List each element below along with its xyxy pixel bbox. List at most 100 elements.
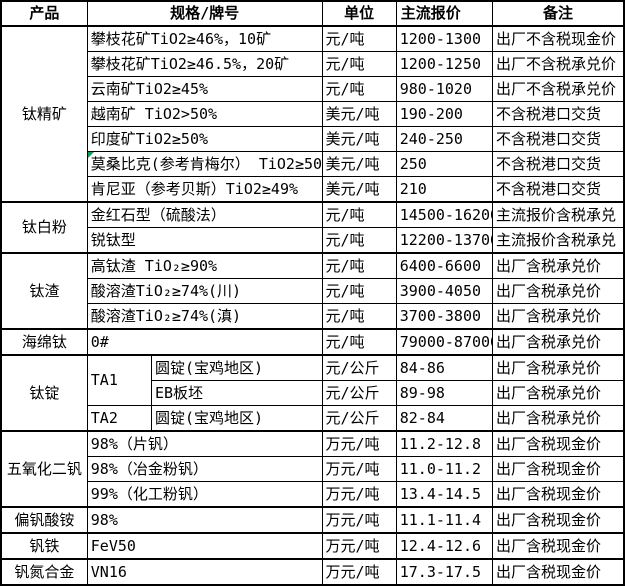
note-cell: 出厂含税承兑价: [492, 328, 625, 356]
note-cell: 出厂含税现金价: [492, 481, 625, 508]
price-cell: 11.1-11.4: [395, 506, 494, 534]
price-cell: 190-200: [395, 101, 494, 127]
note-cell: 出厂不含税承兑价: [492, 76, 625, 102]
spec-cell: 高钛渣 TiO₂≥90%: [86, 252, 323, 279]
spec-cell: 98%: [86, 506, 323, 534]
spec-cell: 圆锭(宝鸡地区): [150, 354, 323, 381]
price-cell: 1200-1250: [395, 51, 494, 77]
product-cell: 钛白粉: [0, 201, 88, 254]
note-cell: 出厂含税承兑价: [492, 278, 625, 304]
unit-cell: 元/吨: [321, 76, 397, 102]
unit-cell: 美元/吨: [321, 126, 397, 152]
note-cell: 主流报价含税承兑: [492, 201, 625, 228]
product-cell: 钒氮合金: [0, 558, 88, 586]
price-cell: 1200-1300: [395, 25, 494, 52]
note-cell: 出厂含税现金价: [492, 456, 625, 482]
table-row: 酸溶渣TiO₂≥74%(滇) 元/吨 3700-3800 出厂含税承兑价: [1, 303, 625, 330]
table-row: TA2 圆锭(宝鸡地区) 元/公斤 82-84 出厂含税承兑价: [1, 405, 625, 432]
product-cell: 偏钒酸铵: [0, 506, 88, 534]
table-row: 钛锭 TA1 圆锭(宝鸡地区) 元/公斤 84-86 出厂含税承兑价: [0, 354, 625, 432]
unit-cell: 美元/吨: [321, 101, 397, 127]
note-cell: 出厂含税承兑价: [492, 354, 625, 381]
spec-cell: 攀枝花矿TiO2≥46.5%，20矿: [86, 51, 323, 77]
unit-cell: 元/吨: [321, 278, 397, 304]
price-cell: 980-1020: [395, 76, 494, 102]
table-row: 锐钛型 元/吨 12200-13700 主流报价含税承兑: [1, 227, 625, 254]
table-row: 钛白粉 金红石型（硫酸法） 元/吨 14500-16200 主流报价含税承兑: [0, 201, 625, 254]
unit-cell: 万元/吨: [321, 481, 397, 508]
price-cell: 12200-13700: [395, 227, 494, 254]
spec-cell: EB板坯: [150, 380, 323, 406]
price-cell: 12.4-12.6: [395, 532, 494, 560]
table-header: 产品 规格/牌号 单位 主流报价 备注: [0, 0, 625, 27]
unit-cell: 元/公斤: [321, 380, 397, 406]
table-row: 云南矿TiO2≥45% 元/吨 980-1020 出厂不含税承兑价: [1, 76, 625, 102]
spec-cell: 酸溶渣TiO₂≥74%(川): [86, 278, 323, 304]
table-row: EB板坯 元/公斤 89-98 出厂含税承兑价: [1, 380, 625, 406]
table-row: 五氧化二钒 98%（片钒） 万元/吨 11.2-12.8 出厂含税现金价: [0, 430, 625, 508]
note-cell: 出厂含税承兑价: [492, 405, 625, 432]
unit-cell: 元/公斤: [321, 354, 397, 381]
unit-cell: 万元/吨: [321, 430, 397, 457]
unit-cell: 元/吨: [321, 227, 397, 254]
spec-cell: 攀枝花矿TiO2≥46%，10矿: [86, 25, 323, 52]
price-cell: 84-86: [395, 354, 494, 381]
spec-cell: 云南矿TiO2≥45%: [86, 76, 323, 102]
price-cell: 3700-3800: [395, 303, 494, 330]
unit-cell: 美元/吨: [321, 176, 397, 203]
note-cell: 出厂含税现金价: [492, 532, 625, 560]
price-cell: 13.4-14.5: [395, 481, 494, 508]
cell-error-marker-icon: [88, 152, 94, 158]
table-row: 偏钒酸铵 98% 万元/吨 11.1-11.4 出厂含税现金价: [0, 506, 625, 534]
price-cell: 14500-16200: [395, 201, 494, 228]
unit-cell: 元/吨: [321, 201, 397, 228]
unit-cell: 元/公斤: [321, 405, 397, 432]
product-cell: 海绵钛: [0, 328, 88, 356]
table-body: 钛精矿 攀枝花矿TiO2≥46%，10矿 元/吨 1200-1300 出厂不含税现金价攀…: [0, 25, 625, 586]
unit-cell: 元/吨: [321, 328, 397, 356]
price-cell: 240-250: [395, 126, 494, 152]
header-unit: 单位: [321, 0, 397, 27]
price-cell: 79000-87000: [395, 328, 494, 356]
price-cell: 11.0-11.2: [395, 456, 494, 482]
table-row: 钛渣 高钛渣 TiO₂≥90% 元/吨 6400-6600 出厂含税承兑价: [0, 252, 625, 330]
note-cell: 出厂含税承兑价: [492, 252, 625, 279]
spec-cell: 锐钛型: [86, 227, 323, 254]
spec-cell: 0#: [86, 328, 323, 356]
spec-cell: 肯尼亚（参考贝斯）TiO2≥49%: [86, 176, 323, 203]
table-row: 钒铁 FeV50 万元/吨 12.4-12.6 出厂含税现金价: [0, 532, 625, 560]
spec-cell: 98%（片钒）: [86, 430, 323, 457]
header-product: 产品: [0, 0, 88, 27]
note-cell: 出厂含税现金价: [492, 558, 625, 586]
header-price: 主流报价: [395, 0, 494, 27]
spec-cell: FeV50: [86, 532, 323, 560]
price-cell: 3900-4050: [395, 278, 494, 304]
unit-cell: 万元/吨: [321, 506, 397, 534]
price-cell: 89-98: [395, 380, 494, 406]
table-row: 99%（化工粉钒） 万元/吨 13.4-14.5 出厂含税现金价: [1, 481, 625, 508]
product-cell: 钒铁: [0, 532, 88, 560]
header-spec: 规格/牌号: [86, 0, 323, 27]
unit-cell: 万元/吨: [321, 532, 397, 560]
note-cell: 不含税港口交货: [492, 101, 625, 127]
spec-cell: 越南矿 TiO2>50%: [86, 101, 323, 127]
table-row: 印度矿TiO2≥50% 美元/吨 240-250 不含税港口交货: [1, 126, 625, 152]
spec-cell: 99%（化工粉钒）: [86, 481, 323, 508]
note-cell: 不含税港口交货: [492, 151, 625, 177]
table-row: 98%（冶金粉钒） 万元/吨 11.0-11.2 出厂含税现金价: [1, 456, 625, 482]
note-cell: 出厂不含税承兑价: [492, 51, 625, 77]
spec-cell: 金红石型（硫酸法）: [86, 201, 323, 228]
spec-cell: 印度矿TiO2≥50%: [86, 126, 323, 152]
unit-cell: 元/吨: [321, 252, 397, 279]
product-cell: 钛锭: [0, 354, 88, 432]
price-cell: 17.3-17.5: [395, 558, 494, 586]
table-row: 钒氮合金 VN16 万元/吨 17.3-17.5 出厂含税现金价: [0, 558, 625, 586]
note-cell: 主流报价含税承兑: [492, 227, 625, 254]
grade-cell: TA2: [86, 405, 152, 432]
table-row: 肯尼亚（参考贝斯）TiO2≥49% 美元/吨 210 不含税港口交货: [1, 176, 625, 203]
price-cell: 210: [395, 176, 494, 203]
unit-cell: 元/吨: [321, 25, 397, 52]
table-row: 攀枝花矿TiO2≥46.5%，20矿 元/吨 1200-1250 出厂不含税承兑价: [1, 51, 625, 77]
table-row: 海绵钛 0# 元/吨 79000-87000 出厂含税承兑价: [0, 328, 625, 356]
